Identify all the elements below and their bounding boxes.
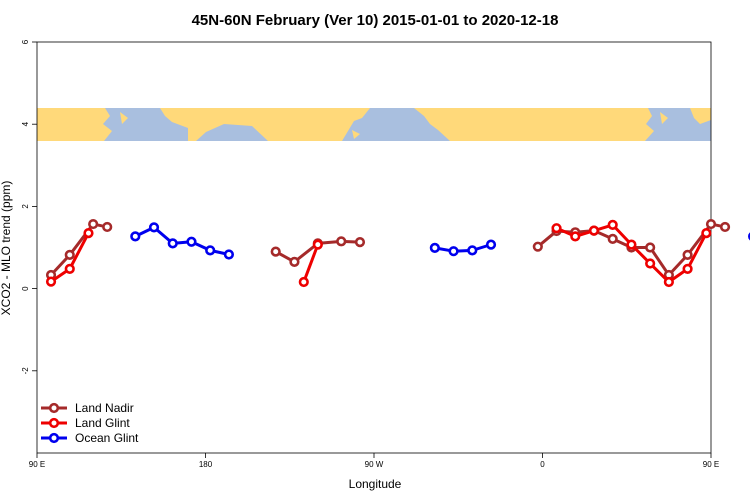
series-line [434,243,492,253]
y-axis: -2 0 2 4 6 [21,39,37,374]
data-point [205,245,216,256]
data-point [88,218,99,230]
series-land-glint [45,219,712,288]
data-point [298,276,309,288]
land-europe-asia-right [414,108,654,141]
series-ocean-glint [130,222,750,260]
series-line [302,244,320,283]
legend-marker [48,417,60,429]
data-point [289,256,300,267]
data-point [336,236,347,247]
y-tick-label: 4 [21,121,30,126]
map-band-land [37,108,711,141]
x-tick-label: 90 W [365,460,384,469]
y-tick-label: 2 [21,204,30,209]
legend-label: Land Nadir [75,401,134,415]
data-point [64,249,75,260]
data-point [719,221,731,233]
data-point [467,245,478,256]
data-point [705,218,717,230]
legend-marker [48,432,60,444]
data-point [354,237,366,248]
data-point [102,221,113,233]
land-north-america-right [690,108,711,124]
land-canada-islands [352,130,360,139]
y-tick-label: 0 [21,286,30,291]
x-tick-label: 180 [199,460,213,469]
x-axis: 90 E 180 90 W 0 90 E [29,453,719,469]
data-point [682,263,693,274]
data-point [270,246,281,257]
land-north-america [160,108,370,141]
data-point [663,276,674,288]
data-point [448,246,459,257]
y-tick-label: 6 [21,39,30,44]
series-line [49,222,108,277]
data-point [682,249,693,260]
data-point [223,249,235,260]
data-point [167,238,178,249]
data-point [429,242,440,254]
plot-area-border [36,41,712,454]
data-point [645,258,656,269]
land-asia-japan [120,112,128,124]
land-japan-right [660,112,668,124]
y-tick-label: -2 [21,367,30,375]
data-point [64,263,75,274]
data-point [186,236,197,247]
y-axis-label: XCO2 - MLO trend (ppm) [0,181,13,316]
data-point [626,239,637,250]
legend-label: Land Glint [75,416,130,430]
data-point [607,219,618,230]
x-tick-label: 90 E [703,460,719,469]
data-point [532,241,543,252]
x-axis-label: Longitude [349,477,402,491]
chart-title: 45N-60N February (Ver 10) 2015-01-01 to … [192,12,559,29]
series-layer [45,218,750,288]
data-point [645,242,656,253]
x-tick-label: 0 [540,460,545,469]
legend-marker [48,402,60,414]
data-point [130,231,141,242]
data-point [570,231,581,242]
land-asia-left [37,108,112,141]
data-point [83,228,94,239]
data-point [607,233,618,244]
map-band [37,108,711,141]
data-point [551,223,562,234]
data-point [45,276,57,287]
data-point [588,225,600,236]
legend-label: Ocean Glint [75,431,139,445]
x-tick-label: 90 E [29,460,45,469]
data-point [701,228,712,239]
data-point [148,222,160,233]
data-point [485,239,497,250]
data-point [312,239,323,250]
